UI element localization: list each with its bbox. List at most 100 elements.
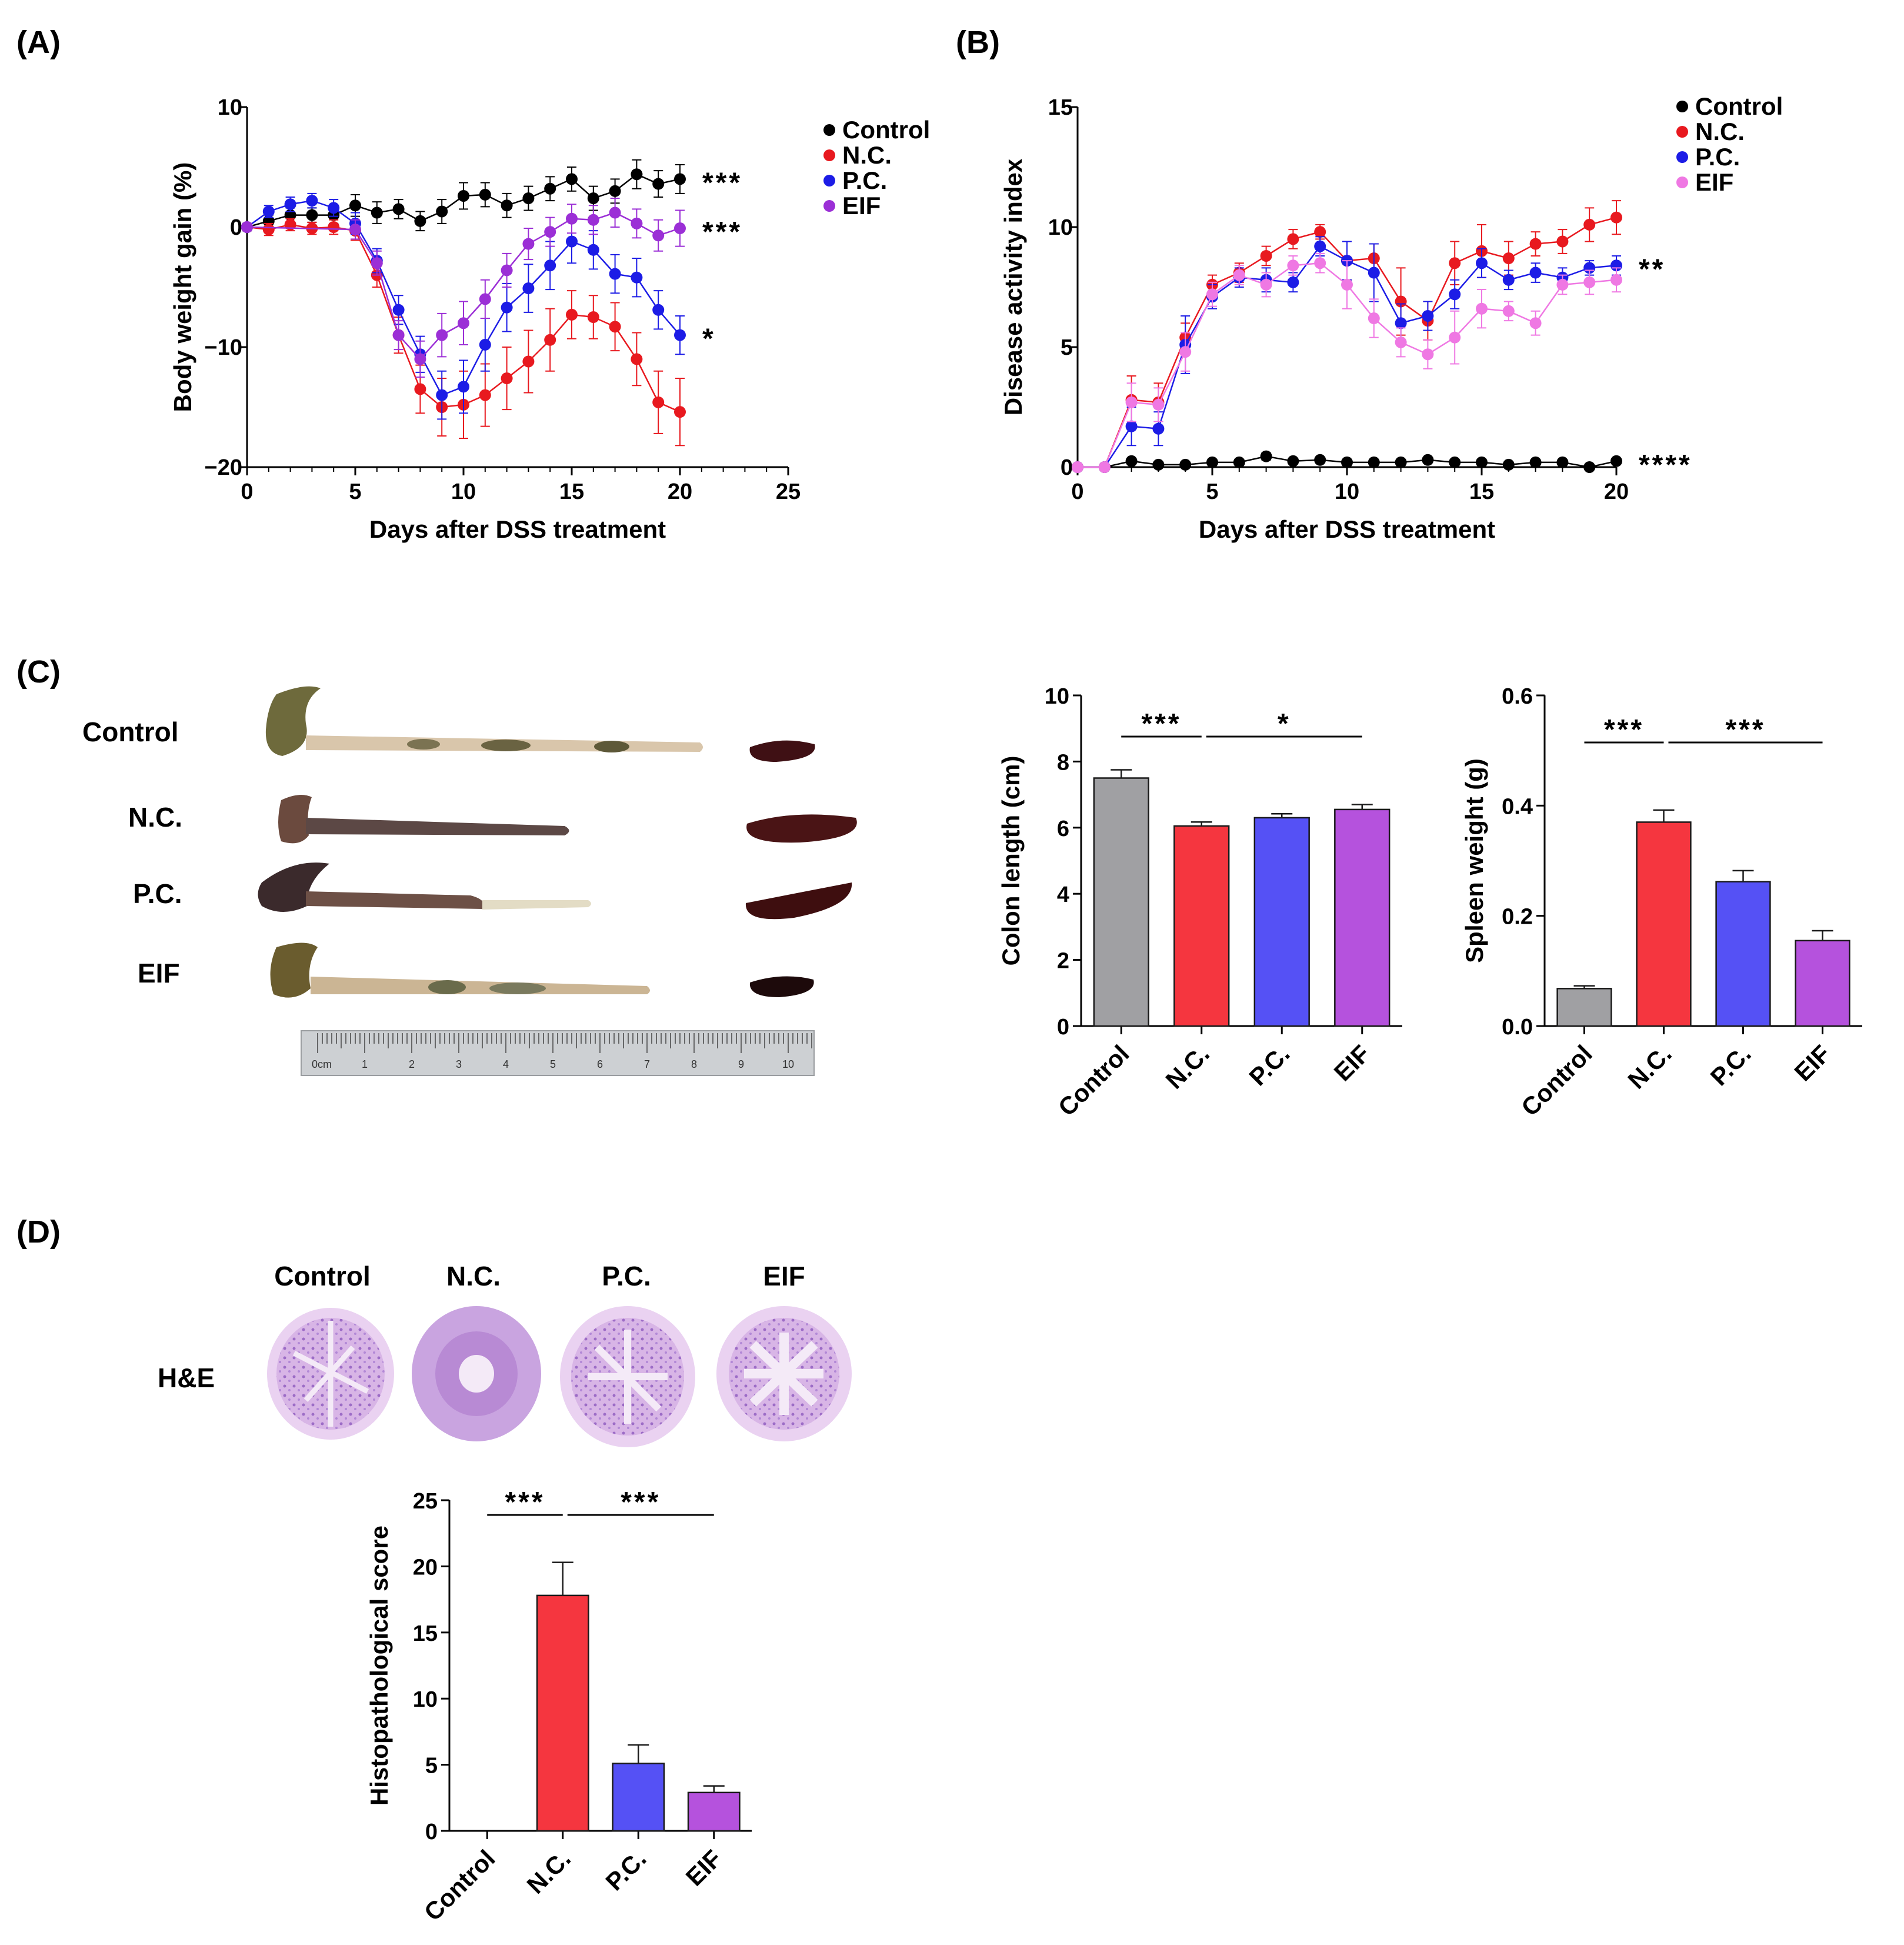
data-point [241,221,253,233]
data-point [609,321,621,333]
data-point [1287,276,1299,288]
bar [536,1594,589,1832]
data-point [1583,218,1596,231]
data-point [566,235,578,248]
legend-label: P.C. [1695,143,1740,171]
y-tick-label: 0.0 [1502,1015,1533,1040]
legend-label: Control [842,116,930,144]
chart-d-histopathological-score: 0 5 10 15 20 25 Histopathological score Control… [365,1487,752,1926]
category-label: N.C. [1160,1040,1215,1094]
he-row-label: H&E [158,1363,215,1393]
panel-label-d: (D) [16,1214,61,1250]
category-label: P.C. [1705,1040,1756,1091]
data-point [1502,252,1515,265]
bar [687,1791,741,1832]
bar [1093,777,1149,1027]
specimen-label-pc: P.C. [133,878,182,909]
x-axis-title: Days after DSS treatment [369,515,666,543]
series-eif [1072,252,1622,473]
panel-label-b: (B) [956,25,1000,60]
data-point [609,185,621,197]
data-point [349,199,361,212]
data-point [371,257,383,269]
data-point [1314,257,1326,269]
y-tick-label: 6 [1057,817,1069,841]
x-tick-label: 20 [1604,479,1629,504]
category-label: P.C. [600,1844,651,1896]
y-tick-label: 10 [413,1687,438,1712]
x-tick-label: 15 [559,479,584,504]
data-point [587,214,599,226]
data-point [1583,461,1596,473]
category-label: EIF [1789,1040,1835,1086]
data-point [1314,454,1326,466]
data-point [1233,269,1245,281]
data-point [1449,456,1461,468]
bar [1636,821,1692,1027]
category-label: Control [1053,1040,1135,1121]
data-point [501,301,513,314]
y-tick-label: 0 [1061,455,1073,480]
y-axis-title: Histopathological score [365,1526,393,1806]
significance-marker: *** [1141,708,1181,740]
data-point [1125,396,1138,408]
significance-marker: *** [621,1487,661,1518]
bar [1556,988,1612,1027]
y-tick-label: 10 [1045,684,1069,709]
legend-marker [1676,126,1688,138]
significance-marker: *** [1725,714,1765,745]
data-point [652,229,665,242]
panel-label-a: (A) [16,25,61,60]
ruler-number: 4 [503,1058,509,1070]
data-point [652,304,665,316]
he-col-nc: N.C. [446,1261,501,1291]
y-tick-label: 0.4 [1502,794,1533,819]
spleen-nc [746,814,857,843]
spleen-eif [749,976,814,997]
legend-marker [1676,151,1688,163]
data-point [1556,278,1569,291]
category-label: N.C. [521,1844,576,1899]
data-point [1476,456,1488,468]
y-axis-title: Disease activity index [999,158,1027,415]
data-point [1260,278,1272,291]
ruler-number: 7 [644,1058,650,1070]
x-tick-label: 5 [349,479,361,504]
ruler-number: 9 [738,1058,744,1070]
data-point [262,224,275,236]
y-tick-label: 0 [1057,1015,1069,1040]
chart-c-colon-length: 0 2 4 6 8 10 Colon length (cm) Control N.C. P.C. E… [997,684,1402,1121]
y-tick-label: 4 [1057,882,1069,907]
significance-marker: **** [1639,449,1692,481]
chart-c-spleen-weight: 0.0 0.2 0.4 0.6 Spleen weight (g) Control N.C.… [1460,684,1862,1121]
data-point [1152,458,1165,471]
ruler-number: 5 [550,1058,556,1070]
y-tick-label: 0 [230,215,242,240]
data-point [1502,274,1515,286]
ruler-number: 6 [597,1058,603,1070]
data-point [587,311,599,323]
y-tick-label: 20 [413,1555,438,1580]
colon-eif [270,942,650,998]
specimen-label-control: Control [82,717,179,747]
legend-marker [1676,101,1688,112]
x-tick-label: 15 [1469,479,1494,504]
data-point [1449,331,1461,344]
data-point [1260,249,1272,262]
data-point [1206,456,1218,468]
data-point [1556,456,1569,468]
category-label: EIF [681,1844,727,1891]
he-nc [412,1306,541,1441]
chart-b-disease-activity: 0 5 10 15 0 5 10 15 20 Days after DSS treatment Di… [999,92,1783,543]
data-point [1206,288,1218,301]
legend-label: EIF [842,192,881,219]
ruler-number: 10 [782,1058,794,1070]
data-point [522,192,535,205]
data-point [1476,302,1488,315]
data-point [1314,226,1326,238]
y-tick-label: 5 [1061,335,1073,360]
data-point [1287,455,1299,467]
x-tick-label: 25 [776,479,801,504]
significance-marker: * [702,324,716,355]
